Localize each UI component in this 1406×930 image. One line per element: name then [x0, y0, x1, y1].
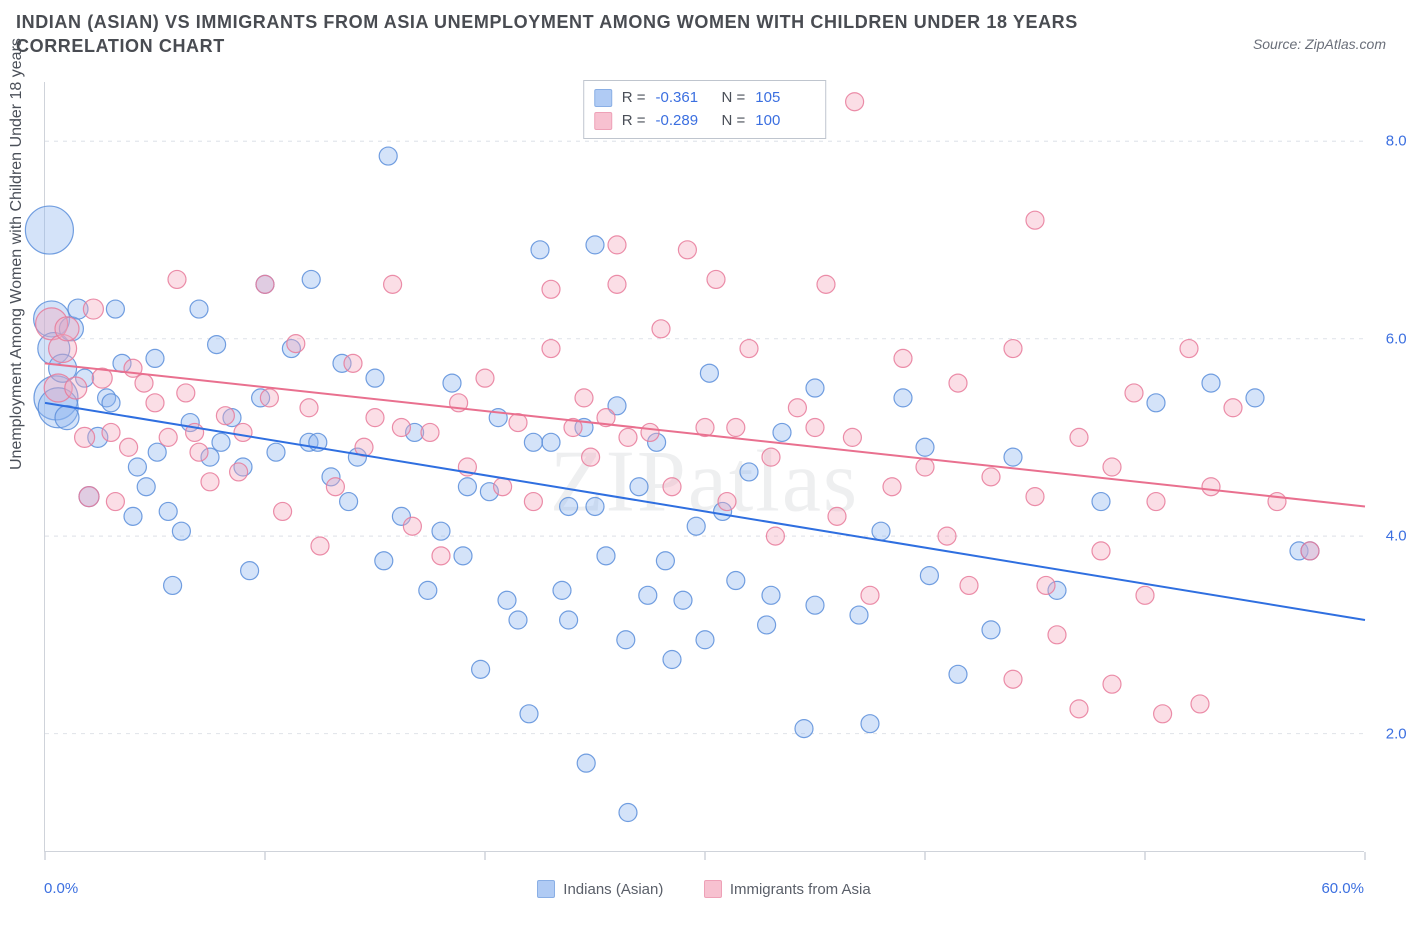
n-value-1: 100 — [755, 110, 811, 133]
y-axis-label: Unemployment Among Women with Children U… — [8, 38, 26, 470]
bottom-legend-item-1: Immigrants from Asia — [704, 880, 871, 898]
y-tick-4: 4.0% — [1386, 528, 1406, 545]
r-value-0: -0.361 — [656, 87, 712, 110]
bottom-legend-swatch-0 — [537, 880, 555, 898]
legend-row-0: R = -0.361 N = 105 — [594, 87, 812, 110]
y-tick-6: 6.0% — [1386, 330, 1406, 347]
legend-swatch-1 — [594, 112, 612, 130]
n-label-1: N = — [722, 110, 746, 133]
r-value-1: -0.289 — [656, 110, 712, 133]
y-tick-2: 2.0% — [1386, 725, 1406, 742]
correlation-legend: R = -0.361 N = 105 R = -0.289 N = 100 — [583, 80, 827, 139]
n-value-0: 105 — [755, 87, 811, 110]
r-label-0: R = — [622, 87, 646, 110]
title-row: INDIAN (ASIAN) VS IMMIGRANTS FROM ASIA U… — [16, 10, 1386, 59]
bottom-legend-label-1: Immigrants from Asia — [730, 881, 871, 898]
plot-area: ZIPatlas 2.0% 4.0% 6.0% 8.0% R = -0.361 … — [44, 82, 1364, 852]
chart-title: INDIAN (ASIAN) VS IMMIGRANTS FROM ASIA U… — [16, 10, 1136, 59]
source-attribution: Source: ZipAtlas.com — [1253, 36, 1386, 52]
bottom-legend-swatch-1 — [704, 880, 722, 898]
y-tick-8: 8.0% — [1386, 133, 1406, 150]
legend-swatch-0 — [594, 89, 612, 107]
chart-root: INDIAN (ASIAN) VS IMMIGRANTS FROM ASIA U… — [0, 0, 1406, 930]
bottom-legend-item-0: Indians (Asian) — [537, 880, 663, 898]
scatter-svg — [45, 82, 1364, 851]
legend-row-1: R = -0.289 N = 100 — [594, 110, 812, 133]
bottom-legend-label-0: Indians (Asian) — [563, 881, 663, 898]
r-label-1: R = — [622, 110, 646, 133]
bottom-legend: Indians (Asian) Immigrants from Asia — [44, 880, 1364, 903]
n-label-0: N = — [722, 87, 746, 110]
